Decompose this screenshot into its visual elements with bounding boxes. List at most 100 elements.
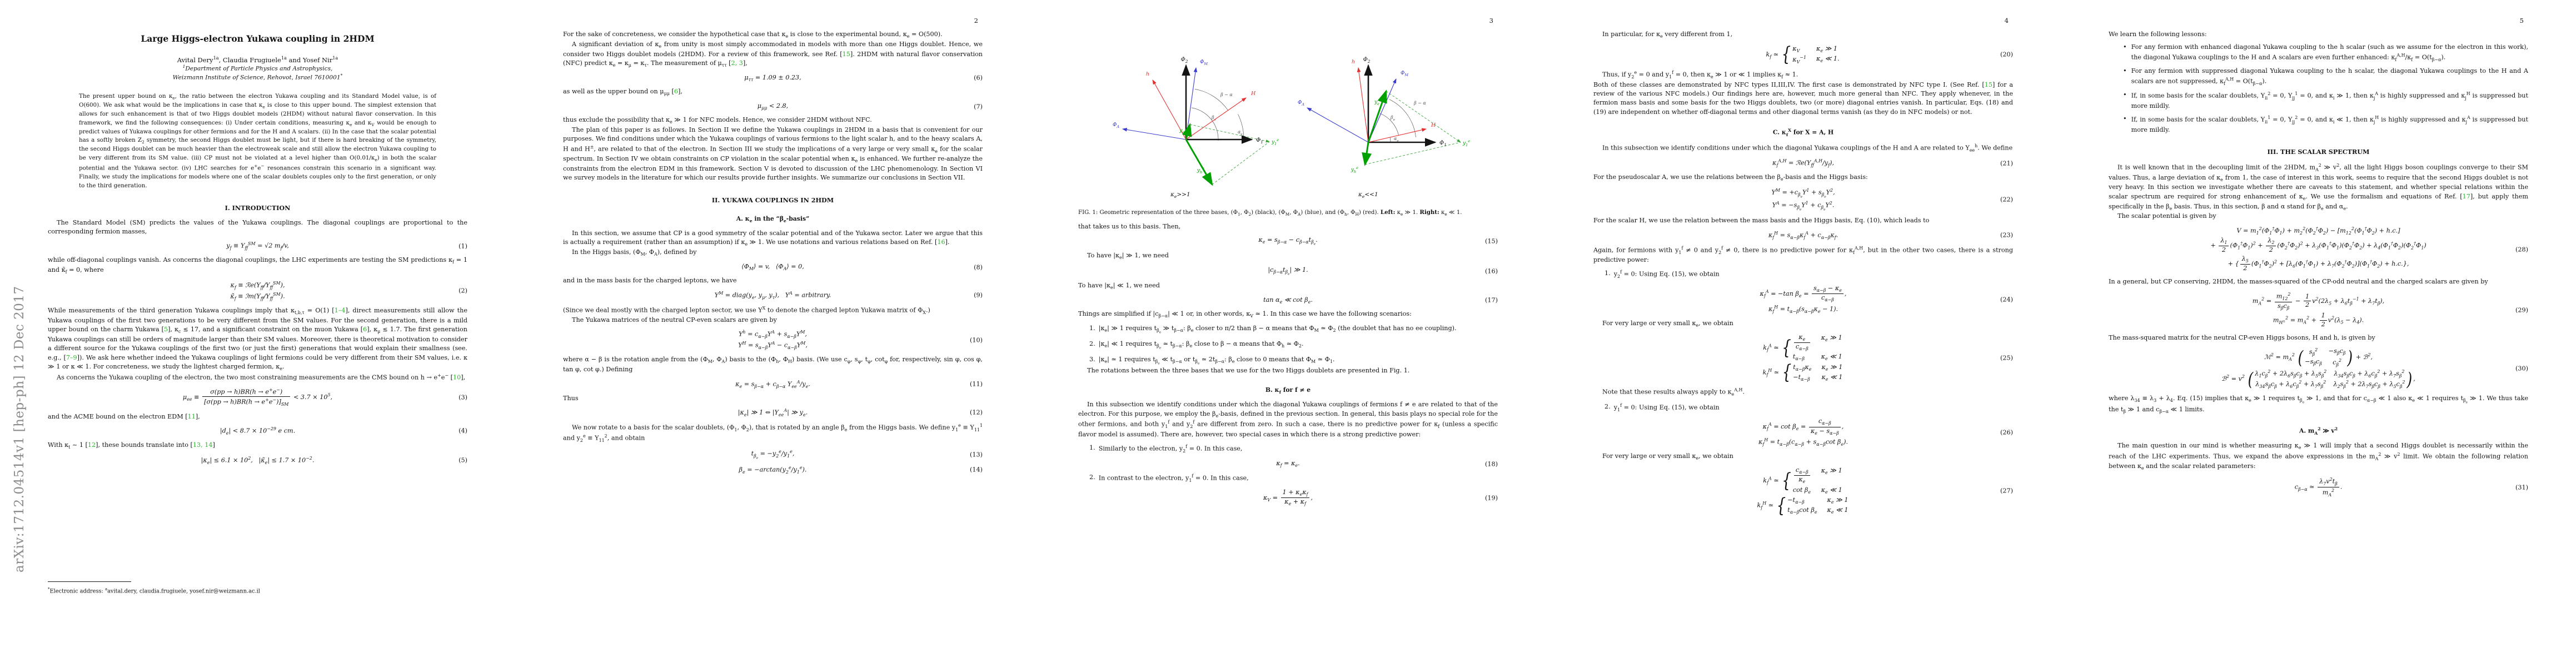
equation-rows: ℳ2 = mA2 (sβ2 −sβcβ −sβcβ cβ2) + ℬ2, ℬ2 = v2… — [2109, 347, 2528, 390]
list-item-number: 2. — [1089, 340, 1095, 347]
equation: βe = −arctan(y2e/y1e). (14) — [563, 465, 983, 475]
paragraph: With κt ~ 1 [12], these bounds translate… — [48, 441, 215, 450]
vector-label-yhe: yhe — [1350, 166, 1358, 174]
page-body: For the sake of concreteness, we conside… — [563, 0, 983, 667]
paragraph: where α − β is the rotation angle from t… — [563, 356, 983, 374]
abstract: The present upper bound on κe, the ratio… — [79, 92, 437, 189]
equation-rows: YM = diag(ye, yμ, yτ), YA = arbitrary. — [563, 291, 983, 300]
fig-tag-ke-small: κe<<1 — [1358, 191, 1378, 199]
paragraph: The Yukawa matrices of the neutral CP-ev… — [572, 316, 777, 324]
page-2: 2 For the sake of concreteness, we consid… — [515, 0, 1030, 667]
equation-row: YA = −sβeY1 + cβeY2. — [1772, 200, 1835, 212]
equation-row: YM = +cβeY1 + sβeY2, — [1771, 188, 1835, 199]
equation-row: kfA ≃ {κe cα−β κe ≫ 1 tα−β κe ≪ 1 — [1763, 333, 1842, 362]
bullet-list: • For any fermion with enhanced diagonal … — [2109, 43, 2528, 135]
vector-H — [1368, 128, 1427, 143]
equation-number: (18) — [1485, 460, 1498, 468]
equation-rows: μμμ < 2.8, — [563, 102, 983, 111]
equation-number: (1) — [459, 242, 467, 250]
equation-row: ℬ2 = v2 (λ1cβ2 + 2λ6sβcβ + λ5sβ2 λ34sβcβ … — [2221, 369, 2415, 390]
equation-number: (23) — [2000, 231, 2013, 239]
paragraph: and in the mass basis for the charged le… — [563, 277, 737, 285]
equation-row: |cβ−αtβe| ≫ 1. — [1268, 266, 1308, 276]
fig1-right-diagram: β − α βe αe Φ1 Φ2 ΦM ΦA h Hye yhe y1e κe<<1 — [1297, 57, 1469, 199]
angle-arc-bma — [1194, 89, 1228, 111]
equation: μττ = 1.09 ± 0.23, (6) — [563, 74, 983, 82]
equation-number: (3) — [459, 394, 467, 401]
equation-row: mA2 = m122 sβcβ − 1 2 v2(2λ5 + λ6tβ−1 + λ7t… — [2252, 291, 2385, 311]
equation-number: (5) — [459, 456, 467, 464]
equation-row: cβ−α ≃ λ7v2tβ mA2. — [2294, 477, 2343, 498]
paragraph: The rotations between the three bases th… — [1087, 366, 1410, 374]
equation-row: kfH ≃ {−tα−β κe ≫ 1 tα−βcot βe κe ≪ 1 — [1757, 494, 1848, 517]
equation-rows: Yh = cα−βYA + sα−βYM, YH = sα−βYA − cα−βY… — [563, 330, 983, 350]
paragraph: as well as the upper bound on μμμ [6], — [563, 88, 682, 97]
construction-dashed-line — [1364, 142, 1461, 165]
equation-row: κfH = tα−β(sα−βκe − 1). — [1768, 304, 1838, 314]
equation-row: κV = 1 + κeκf κe + κf, — [1263, 488, 1313, 507]
equation: cβ−α ≃ λ7v2tβ mA2. (31) — [2109, 477, 2528, 497]
equation: kf ≃ {κV κe ≫ 1 κV−1 κe ≪ 1. (20) — [1593, 43, 2013, 66]
vector-yhe — [1185, 139, 1213, 186]
equation-row: mH±2 = mA2 + 1 2 v2(λ5 − λ4). — [2273, 312, 2364, 328]
equation-row: V = m12(Φ1†Φ1) + m22(Φ2†Φ2) − [m122(Φ1†Φ… — [2236, 226, 2400, 236]
equation-rows: |cβ−αtβe| ≫ 1. — [1078, 266, 1498, 276]
list-item: 1. |κe| ≫ 1 requires tβe ≫ tβ−α: βe close… — [1089, 324, 1498, 335]
list-item: 1. Similarly to the electron, y2f = 0. In… — [1089, 444, 1498, 455]
equation-rows: mA2 = m122 sβcβ − 1 2 v2(2λ5 + λ6tβ−1 + λ7t… — [2109, 292, 2528, 328]
fig-tag-ke-large: κe>>1 — [1170, 191, 1190, 199]
paragraph: The Standard Model (SM) predic­ts the va… — [48, 218, 467, 235]
list-item-number: 2. — [1089, 474, 1095, 481]
equation: κe = sβ−α − cβ−αtβe. (15) — [1078, 236, 1498, 246]
equation-number: (29) — [2515, 306, 2528, 314]
equation-number: (14) — [970, 466, 983, 474]
vector-label-phiM: ΦM — [1200, 59, 1208, 66]
equation-number: (25) — [2000, 354, 2013, 362]
equation: V = m12(Φ1†Φ1) + m22(Φ2†Φ2) − [m122(Φ1†Φ… — [2109, 226, 2528, 272]
page-1: arXiv:1712.04514v1 [hep-ph] 12 Dec 2017 L… — [0, 0, 515, 667]
equation: mA2 = m122 sβcβ − 1 2 v2(2λ5 + λ6tβ−1 + λ7t… — [2109, 292, 2528, 328]
equation-number: (30) — [2515, 365, 2528, 372]
fig1-left-diagram: β − α βe αe Φ1 Φ2 ΦM ΦA h Hye yhe y1e κe>>1 — [1112, 57, 1278, 199]
list-item-text: In contrast to the electron, y1f = 0. In… — [1098, 474, 1249, 484]
page-5: 5 We learn the following lessons: • For any… — [2061, 0, 2576, 667]
paragraph: and the ACME bound on the electron EDM [… — [48, 412, 200, 420]
equation-row: |κe| ≫ 1 ⇔ |YeeA| ≫ ye. — [738, 407, 808, 417]
paragraph: Note that these results always apply to … — [1602, 387, 1745, 397]
section-heading: I. INTRODUCTION — [225, 203, 291, 212]
page-number: 3 — [1489, 17, 1493, 24]
equation-rows: κf ≡ ℛe(Yff/YffSM), κ̃f ≡ ℐm(Yff/YffSM). — [48, 281, 467, 301]
equation-row: kfA ≃ {cα−β κe κe ≫ 1 cot βe κe ≪ 1 — [1763, 466, 1842, 495]
affiliation: Weizmann Institute of Science, Rehovot, … — [172, 73, 343, 81]
equation-rows: |de| < 8.7 × 10−29 e cm. — [48, 426, 467, 436]
bullet-icon: • — [2123, 67, 2127, 75]
equation: yf ≡ YffSM = √2 mf/v, (1) — [48, 241, 467, 251]
paragraph: The mass-squared matrix for the neutral … — [2109, 334, 2375, 341]
equation-row: κe = sβ−α − cβ−αtβe. — [1258, 236, 1318, 247]
list-item: 3. |κe| ≃ 1 requires tβe ≪ tβ−α or tβe ≃ … — [1089, 355, 1498, 366]
equation-rows: μee ≡ σ(pp → h)BR(h → e+e−) [σ(pp → h)BR(… — [48, 387, 467, 407]
list-item-text: |κe| ≃ 1 requires tβe ≪ tβ−α or tβe ≃ 2t… — [1098, 355, 1335, 366]
angle-label-be: βe — [1211, 115, 1217, 122]
list-item: 2. In contrast to the electron, y1f = 0. … — [1089, 473, 1498, 484]
bullet-item: • If, in some basis for the scalar double… — [2123, 91, 2528, 111]
footnote: *Electronic address: aavital.dery, claud… — [48, 581, 323, 595]
equation-number: (20) — [2000, 51, 2013, 58]
equation-row: μττ = 1.09 ± 0.23, — [744, 73, 801, 83]
equation-row: Yh = cα−βYA + sα−βYM, — [739, 330, 807, 340]
list-item-number: 1. — [1089, 324, 1095, 332]
equation-rows: κe = sβ−α − cβ−αtβe. — [1078, 236, 1498, 246]
equation-row: κfH = sα−βκfA + cα−βκf. — [1768, 230, 1838, 240]
equation-rows: tan αe ≪ cot βe. — [1078, 296, 1498, 305]
equation-number: (8) — [974, 263, 983, 271]
equation: YM = diag(ye, yμ, yτ), YA = arbitrary. (9… — [563, 291, 983, 300]
vector-label-H: H — [1431, 122, 1436, 128]
equation-row: tan αe ≪ cot βe. — [1263, 296, 1313, 305]
equation-number: (19) — [1485, 494, 1498, 502]
equation-row: κ̃f ≡ ℐm(Yff/YffSM). — [230, 291, 285, 301]
paragraph: To have |κe| ≫ 1, we need — [1087, 252, 1169, 261]
equation-row: ⟨ΦM⟩ = v, ⟨ΦA⟩ = 0, — [741, 263, 804, 272]
equation-rows: κf = κe. — [1078, 460, 1498, 468]
paragraph: In the Higgs basis, (ΦM, ΦA), defined by — [572, 248, 697, 257]
